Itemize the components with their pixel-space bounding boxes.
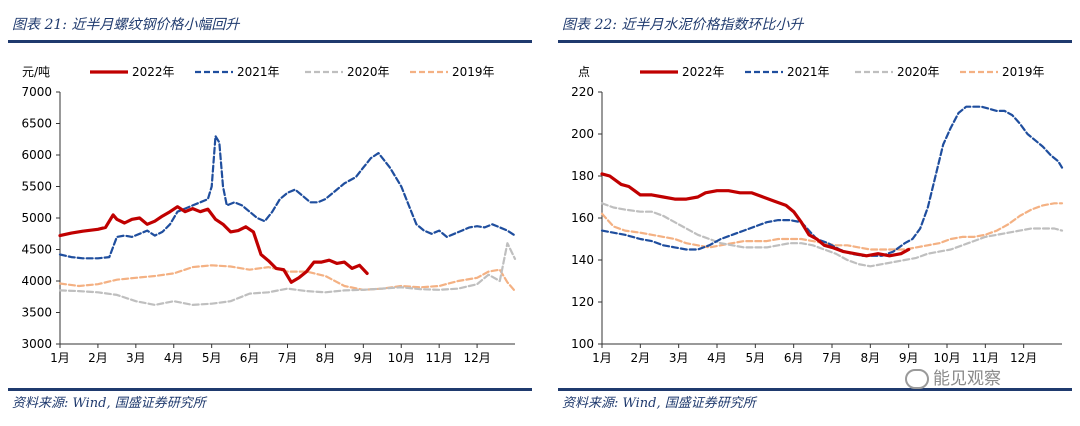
x-tick-label: 1月 (592, 351, 612, 365)
chart-title-steel: 图表 21: 近半月螺纹钢价格小幅回升 (12, 17, 240, 33)
y-tick-label: 180 (571, 169, 594, 183)
x-tick-label: 9月 (899, 351, 919, 365)
y-tick-label: 3500 (21, 306, 52, 320)
wechat-icon (905, 369, 929, 389)
chart-title-cement: 图表 22: 近半月水泥价格指数环比小升 (562, 17, 804, 33)
cement-index-chart: 点 100 120 140 160 180 200 220 1月 2月 3月 4月 5月 6月 7月 8月 9月… (571, 65, 1064, 365)
legend-label: 2019年 (1002, 65, 1045, 79)
y-tick-label: 5500 (21, 180, 52, 194)
x-tick-label: 8月 (861, 351, 881, 365)
y-axis-unit: 元/吨 (22, 65, 50, 79)
y-tick-label: 140 (571, 253, 594, 267)
chart-panel-steel: 图表 21: 近半月螺纹钢价格小幅回升 元/吨 3000 3500 4000 4500 5… (8, 17, 532, 411)
title-rule (558, 40, 1072, 43)
x-tick-label: 7月 (278, 351, 298, 365)
x-tick-label: 6月 (240, 351, 260, 365)
source-note-cement: 资料来源: Wind, 国盛证券研究所 (562, 396, 756, 411)
x-tick-label: 10月 (933, 351, 960, 365)
x-tick-label: 5月 (746, 351, 766, 365)
legend-label: 2022年 (132, 65, 175, 79)
x-tick-label: 6月 (784, 351, 804, 365)
watermark-text: 能见观察 (933, 369, 1001, 389)
x-tick-label: 4月 (164, 351, 184, 365)
y-tick-label: 3000 (21, 337, 52, 351)
x-tick-label: 1月 (50, 351, 70, 365)
y-tick-label: 220 (571, 85, 594, 99)
x-tick-label: 2月 (631, 351, 651, 365)
x-tick-label: 7月 (822, 351, 842, 365)
y-tick-label: 200 (571, 127, 594, 141)
source-rule (8, 388, 532, 391)
series-line-2021年 (600, 105, 1064, 257)
y-tick-label: 4000 (21, 274, 52, 288)
legend-label: 2019年 (452, 65, 495, 79)
y-tick-label: 4500 (21, 243, 52, 257)
x-tick-label: 3月 (126, 351, 146, 365)
series-line-2022年 (600, 172, 911, 258)
x-tick-label: 2月 (88, 351, 108, 365)
y-tick-label: 6000 (21, 148, 52, 162)
series-line-2019年 (600, 202, 1064, 251)
chart-panel-cement: 图表 22: 近半月水泥价格指数环比小升 点 100 120 140 160 180 200… (550, 0, 1080, 426)
y-tick-label: 5000 (21, 211, 52, 225)
watermark-logo: 能见观察 (905, 364, 1001, 389)
legend-label: 2020年 (897, 65, 940, 79)
steel-price-chart: 元/吨 3000 3500 4000 4500 5000 5500 6000 6500 7000 1… (21, 65, 517, 365)
legend-label: 2022年 (682, 65, 725, 79)
y-tick-label: 160 (571, 211, 594, 225)
y-axis-unit: 点 (578, 65, 590, 79)
x-tick-label: 5月 (202, 351, 222, 365)
series-line-2021年 (58, 134, 517, 260)
legend-label: 2020年 (347, 65, 390, 79)
x-tick-label: 3月 (669, 351, 689, 365)
series-line-2022年 (58, 205, 369, 284)
x-tick-label: 11月 (972, 351, 999, 365)
legend-label: 2021年 (237, 65, 280, 79)
series-line-2020年 (600, 202, 1064, 268)
x-tick-label: 9月 (354, 351, 374, 365)
x-tick-label: 10月 (388, 351, 415, 365)
legend-label: 2021年 (787, 65, 830, 79)
x-tick-label: 12月 (463, 351, 490, 365)
y-tick-label: 120 (571, 295, 594, 309)
title-rule (8, 40, 532, 43)
y-tick-label: 7000 (21, 85, 52, 99)
series-line-2020年 (58, 242, 517, 306)
y-tick-label: 6500 (21, 117, 52, 131)
x-tick-label: 11月 (426, 351, 453, 365)
x-tick-label: 4月 (707, 351, 727, 365)
source-rule (558, 388, 1072, 391)
y-tick-label: 100 (571, 337, 594, 351)
x-tick-label: 8月 (316, 351, 336, 365)
source-note-steel: 资料来源: Wind, 国盛证券研究所 (12, 396, 206, 411)
x-tick-label: 12月 (1010, 351, 1037, 365)
